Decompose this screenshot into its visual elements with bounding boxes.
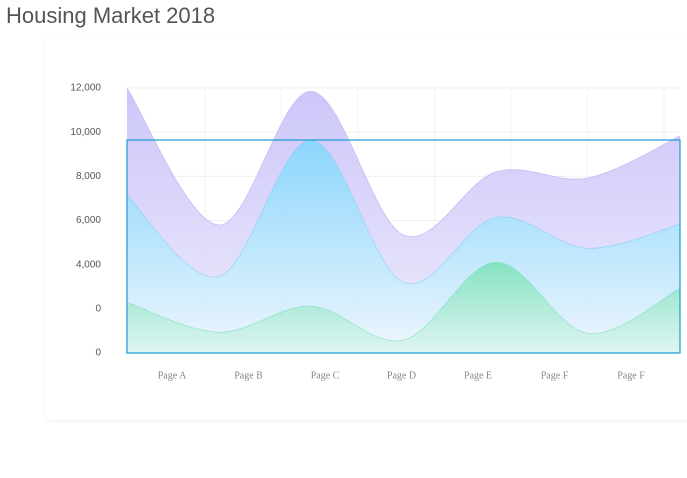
- y-tick-label: 12,000: [70, 83, 101, 94]
- x-tick-label: Page D: [387, 370, 416, 381]
- y-tick-label: 6,000: [76, 215, 101, 226]
- x-tick-label: Page E: [464, 370, 492, 381]
- y-tick-label: 0: [95, 303, 101, 314]
- y-tick-label: 4,000: [76, 259, 101, 270]
- area: [127, 88, 680, 284]
- area-line: [126, 87, 681, 238]
- selection-box: [126, 139, 681, 354]
- x-tick-label: Page A: [158, 370, 187, 381]
- x-tick-label: Page C: [311, 370, 340, 381]
- area: [127, 262, 680, 353]
- y-tick-label: 0: [95, 348, 101, 359]
- x-tick-label: Page B: [234, 370, 263, 381]
- y-tick-label: 8,000: [76, 171, 101, 182]
- y-tick-label: 10,000: [70, 127, 101, 138]
- x-tick-label: Page F: [617, 370, 645, 381]
- area: [127, 140, 680, 341]
- x-tick-label: Page F: [541, 370, 569, 381]
- chart-title: Housing Market 2018: [6, 3, 215, 28]
